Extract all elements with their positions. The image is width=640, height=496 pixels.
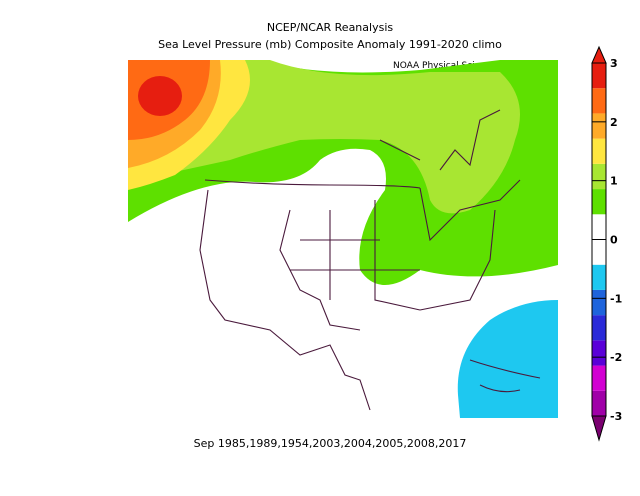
title: NCEP/NCAR Reanalysis xyxy=(267,21,393,34)
borders xyxy=(199,109,541,411)
colorbar-segment xyxy=(592,113,606,139)
caption: Sep 1985,1989,1954,2003,2004,2005,2008,2… xyxy=(194,437,467,450)
colorbar-segment xyxy=(592,289,606,316)
colorbar-segment xyxy=(592,138,606,164)
colorbar-segment xyxy=(592,365,606,391)
colorbar-segment xyxy=(592,63,606,89)
colorbar-label: -3 xyxy=(610,410,622,423)
colorbar: -3 -2 -1 0 1 2 3 xyxy=(591,45,622,442)
anomaly-max xyxy=(138,76,182,116)
colorbar-label: -1 xyxy=(610,292,622,305)
map xyxy=(128,60,558,418)
colorbar-label: 1 xyxy=(610,175,618,188)
subtitle: Sea Level Pressure (mb) Composite Anomal… xyxy=(158,38,502,51)
colorbar-segment xyxy=(592,264,606,290)
anomaly-neg xyxy=(457,300,558,418)
colorbar-segment xyxy=(592,315,606,341)
colorbar-segment xyxy=(592,340,606,366)
colorbar-label: 0 xyxy=(610,234,618,247)
colorbar-segment xyxy=(592,214,606,240)
colorbar-segment xyxy=(592,189,606,215)
colorbar-label: 3 xyxy=(610,57,618,70)
colorbar-arrow xyxy=(591,415,607,442)
colorbar-segment xyxy=(592,390,606,416)
colorbar-label: -2 xyxy=(610,351,622,364)
colorbar-segment xyxy=(592,163,606,190)
colorbar-label: 2 xyxy=(610,116,618,129)
colorbar-arrow xyxy=(591,45,607,64)
colorbar-segment xyxy=(592,88,606,114)
colorbar-segment xyxy=(592,239,606,265)
